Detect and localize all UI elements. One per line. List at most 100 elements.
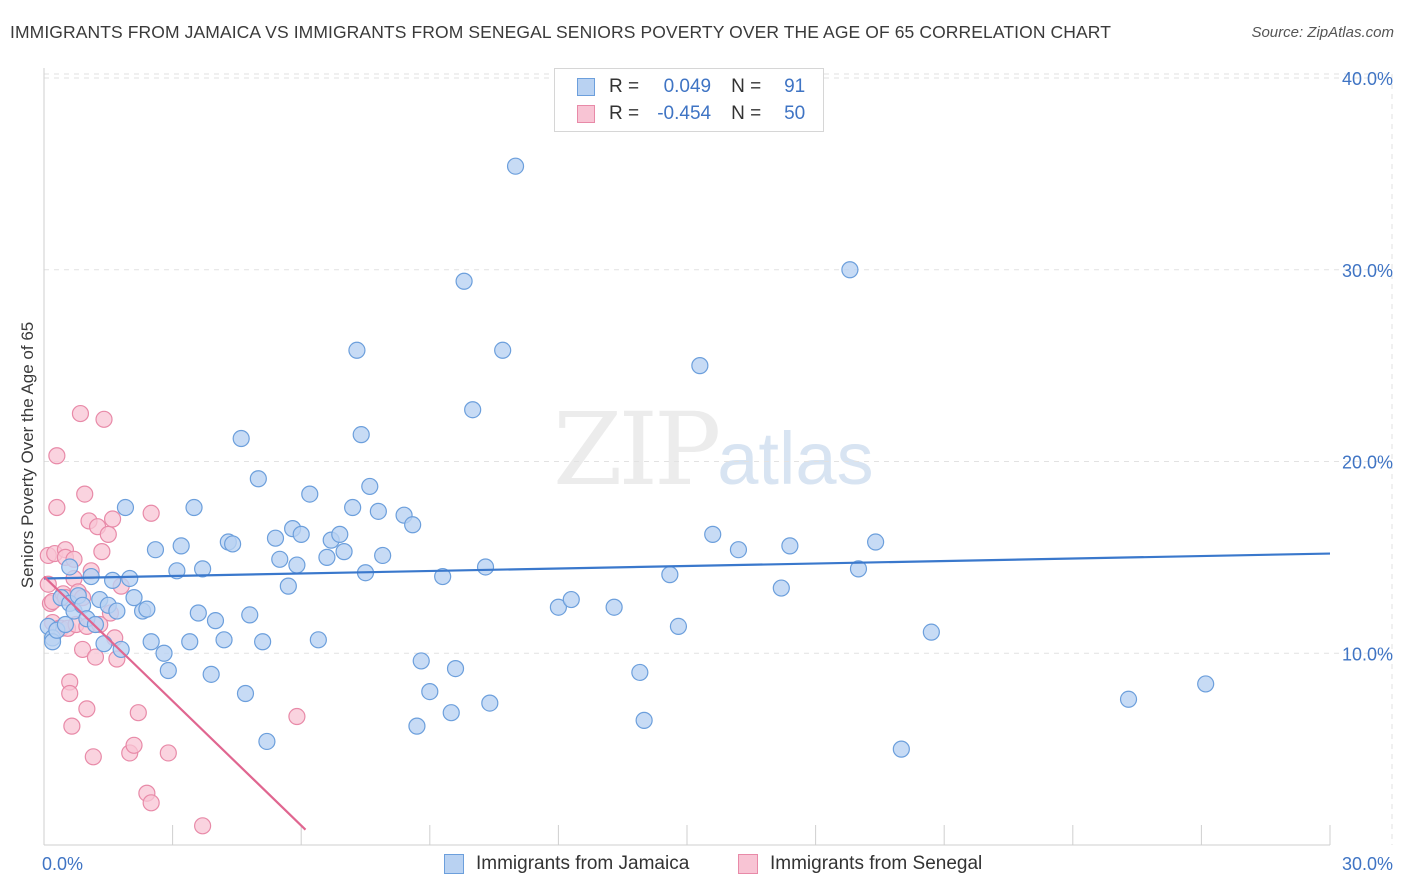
bottom-legend-swatch-senegal (738, 854, 758, 874)
jamaica-point-81 (605, 598, 623, 616)
senegal-point-24 (73, 640, 92, 659)
jamaica-point-51 (292, 525, 310, 543)
legend-n-label-senegal: N = (731, 103, 762, 124)
jamaica-point-83 (635, 711, 653, 729)
legend-row-jamaica: R = 0.049 N = 91 (577, 75, 805, 99)
jamaica-point-75 (476, 558, 495, 576)
legend-r-value-jamaica: 0.049 (663, 76, 712, 97)
watermark: ZIPatlas (553, 400, 874, 500)
x-tick-label-0: 0.0% (42, 854, 83, 874)
jamaica-point-36 (206, 612, 225, 630)
trend-line-senegal (43, 575, 307, 831)
jamaica-point-74 (464, 401, 482, 419)
jamaica-point-97 (1197, 675, 1215, 693)
jamaica-point-67 (408, 717, 426, 735)
jamaica-point-43 (249, 470, 267, 488)
series-jamaica (39, 157, 1215, 758)
grid-lines (44, 73, 1393, 845)
jamaica-point-95 (922, 623, 940, 641)
senegal-point-50 (288, 707, 306, 726)
legend-swatch-jamaica (577, 78, 595, 96)
senegal-point-49 (194, 817, 212, 835)
senegal-point-38 (103, 510, 122, 528)
jamaica-point-25 (142, 633, 160, 651)
jamaica-point-84 (661, 566, 679, 584)
jamaica-point-57 (335, 543, 353, 561)
jamaica-point-86 (691, 357, 709, 375)
jamaica-point-21 (121, 569, 139, 588)
jamaica-point-39 (224, 535, 242, 553)
axes (43, 68, 1331, 846)
jamaica-point-45 (258, 732, 276, 751)
jamaica-point-71 (442, 704, 460, 722)
jamaica-point-26 (146, 541, 165, 559)
jamaica-point-24 (138, 600, 156, 618)
senegal-point-46 (142, 794, 160, 812)
jamaica-point-5 (56, 615, 75, 634)
jamaica-point-47 (271, 550, 289, 568)
jamaica-point-56 (331, 525, 349, 543)
jamaica-point-19 (112, 640, 130, 659)
jamaica-point-53 (309, 631, 327, 649)
jamaica-point-72 (446, 659, 465, 678)
jamaica-point-62 (361, 477, 379, 496)
jamaica-point-63 (369, 502, 387, 520)
senegal-point-27 (78, 700, 96, 718)
jamaica-point-82 (631, 663, 649, 682)
jamaica-point-76 (481, 694, 499, 712)
jamaica-point-33 (189, 604, 207, 622)
jamaica-point-60 (352, 426, 370, 444)
bottom-legend-jamaica: Immigrants from Jamaica (444, 852, 689, 876)
y-tick-label-1: 20.0% (1342, 453, 1393, 473)
chart-title: IMMIGRANTS FROM JAMAICA VS IMMIGRANTS FR… (10, 22, 1111, 42)
source-label: Source: ZipAtlas.com (1251, 24, 1394, 41)
jamaica-point-27 (155, 644, 173, 662)
senegal-point-22 (71, 404, 90, 423)
jamaica-point-59 (348, 341, 366, 359)
senegal-point-31 (86, 648, 105, 666)
y-tick-label-2: 30.0% (1342, 261, 1393, 281)
senegal-point-48 (159, 744, 177, 762)
legend-r-value-senegal: -0.454 (657, 103, 712, 124)
bottom-legend-senegal: Immigrants from Senegal (738, 852, 982, 876)
y-tick-label-3: 40.0% (1342, 69, 1393, 89)
jamaica-point-42 (241, 606, 259, 624)
senegal-point-17 (63, 717, 81, 735)
jamaica-point-85 (669, 617, 688, 636)
jamaica-point-34 (194, 560, 212, 578)
bottom-legend-swatch-jamaica (444, 854, 464, 874)
jamaica-point-58 (344, 498, 362, 517)
jamaica-point-94 (892, 740, 910, 758)
bottom-legend-label-senegal: Immigrants from Senegal (770, 853, 983, 874)
jamaica-point-91 (841, 261, 859, 279)
jamaica-point-44 (254, 633, 272, 651)
jamaica-point-79 (549, 598, 568, 616)
jamaica-point-90 (781, 537, 799, 555)
senegal-point-35 (95, 410, 113, 428)
jamaica-point-22 (125, 589, 143, 607)
jamaica-point-41 (236, 684, 255, 703)
jamaica-point-89 (772, 579, 790, 597)
jamaica-point-68 (412, 652, 430, 670)
jamaica-point-69 (421, 682, 439, 701)
watermark-zip: ZIP (553, 391, 721, 508)
legend-r-label-jamaica: R = (609, 76, 640, 97)
jamaica-point-15 (95, 635, 113, 653)
x-tick-label-1: 30.0% (1342, 854, 1393, 874)
legend-row-senegal: R = -0.454 N = 50 (577, 102, 805, 126)
correlation-legend: R = 0.049 N = 91 R = -0.454 N = 50 (554, 68, 824, 132)
jamaica-point-54 (318, 548, 336, 566)
jamaica-point-31 (181, 633, 199, 651)
jamaica-point-18 (108, 602, 126, 620)
jamaica-point-48 (279, 577, 297, 595)
senegal-point-25 (76, 485, 94, 503)
jamaica-point-93 (867, 533, 885, 551)
jamaica-point-92 (849, 560, 868, 578)
jamaica-point-88 (729, 541, 748, 559)
legend-r-label-senegal: R = (609, 103, 640, 124)
senegal-point-47 (142, 504, 160, 522)
senegal-point-43 (125, 736, 143, 754)
senegal-point-44 (129, 704, 147, 722)
senegal-point-7 (48, 498, 66, 517)
